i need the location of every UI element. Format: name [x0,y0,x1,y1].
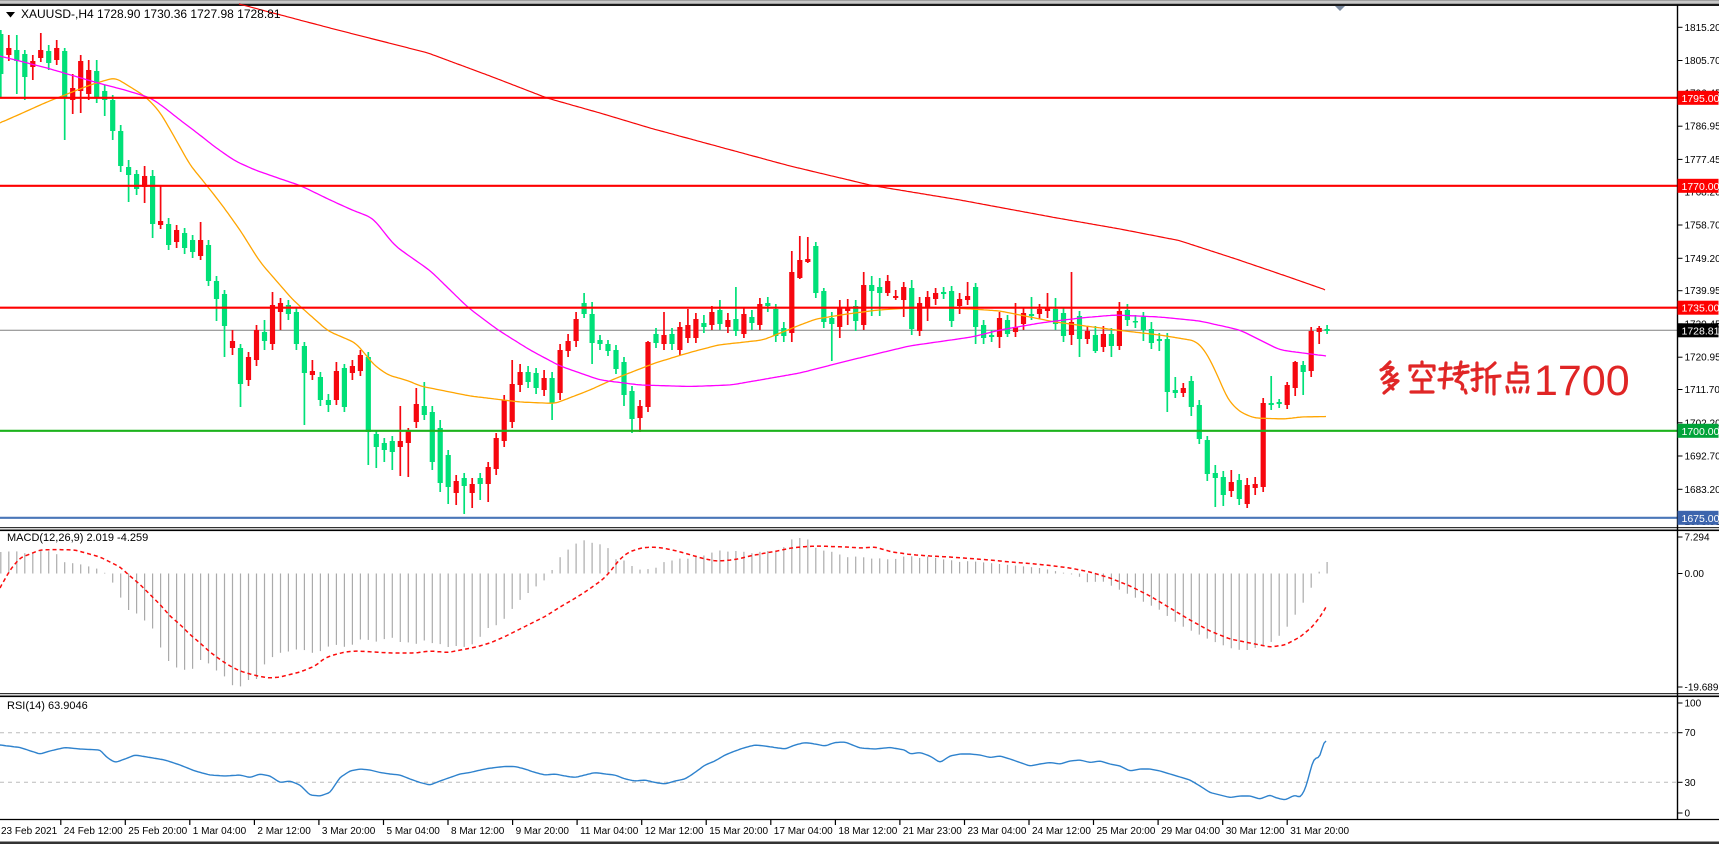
svg-text:1758.70: 1758.70 [1685,221,1719,232]
svg-text:1675.00: 1675.00 [1682,513,1719,525]
svg-text:1815.20: 1815.20 [1685,23,1719,34]
svg-text:31 Mar 20:00: 31 Mar 20:00 [1290,826,1349,837]
svg-text:12 Mar 12:00: 12 Mar 12:00 [645,826,704,837]
svg-text:MACD(12,26,9) 2.019 -4.259: MACD(12,26,9) 2.019 -4.259 [7,532,148,544]
svg-text:24 Feb 12:00: 24 Feb 12:00 [64,826,123,837]
svg-text:1692.70: 1692.70 [1685,452,1719,463]
svg-text:1728.81: 1728.81 [1682,325,1719,337]
svg-text:1739.95: 1739.95 [1685,286,1719,297]
svg-text:1795.00: 1795.00 [1682,93,1719,105]
svg-text:1711.70: 1711.70 [1685,385,1719,396]
svg-text:XAUUSD-,H4 1728.90 1730.36 17: XAUUSD-,H4 1728.90 1730.36 1727.98 1728.… [21,7,281,21]
svg-text:1735.00: 1735.00 [1682,303,1719,315]
svg-text:0.00: 0.00 [1685,569,1705,580]
svg-text:25 Feb 20:00: 25 Feb 20:00 [128,826,187,837]
svg-text:1786.95: 1786.95 [1685,122,1719,133]
svg-text:9 Mar 20:00: 9 Mar 20:00 [516,826,570,837]
svg-text:-19.689: -19.689 [1685,683,1719,694]
svg-text:1683.20: 1683.20 [1685,485,1719,496]
svg-text:1749.20: 1749.20 [1685,254,1719,265]
svg-text:23 Feb 2021: 23 Feb 2021 [1,826,58,837]
svg-text:100: 100 [1685,699,1702,710]
svg-text:1 Mar 04:00: 1 Mar 04:00 [193,826,247,837]
svg-text:1777.45: 1777.45 [1685,155,1719,166]
svg-text:17 Mar 04:00: 17 Mar 04:00 [774,826,833,837]
svg-text:15 Mar 20:00: 15 Mar 20:00 [709,826,768,837]
svg-text:1770.00: 1770.00 [1682,181,1719,193]
svg-text:30: 30 [1685,778,1697,789]
svg-text:29 Mar 04:00: 29 Mar 04:00 [1161,826,1220,837]
svg-text:2 Mar 12:00: 2 Mar 12:00 [257,826,311,837]
svg-text:23 Mar 04:00: 23 Mar 04:00 [968,826,1027,837]
svg-text:24 Mar 12:00: 24 Mar 12:00 [1032,826,1091,837]
svg-text:25 Mar 20:00: 25 Mar 20:00 [1097,826,1156,837]
svg-text:1805.70: 1805.70 [1685,56,1719,67]
svg-text:21 Mar 23:00: 21 Mar 23:00 [903,826,962,837]
svg-text:7.294: 7.294 [1685,533,1710,544]
svg-text:5 Mar 04:00: 5 Mar 04:00 [387,826,441,837]
svg-text:30 Mar 12:00: 30 Mar 12:00 [1226,826,1285,837]
svg-text:0: 0 [1685,809,1691,820]
svg-text:1700: 1700 [1534,357,1630,405]
svg-text:8 Mar 12:00: 8 Mar 12:00 [451,826,505,837]
svg-text:70: 70 [1685,728,1697,739]
svg-text:3 Mar 20:00: 3 Mar 20:00 [322,826,376,837]
svg-text:1700.00: 1700.00 [1682,426,1719,438]
svg-text:18 Mar 12:00: 18 Mar 12:00 [838,826,897,837]
svg-text:11 Mar 04:00: 11 Mar 04:00 [580,826,639,837]
svg-text:RSI(14) 63.9046: RSI(14) 63.9046 [7,700,88,712]
svg-text:1720.95: 1720.95 [1685,353,1719,364]
